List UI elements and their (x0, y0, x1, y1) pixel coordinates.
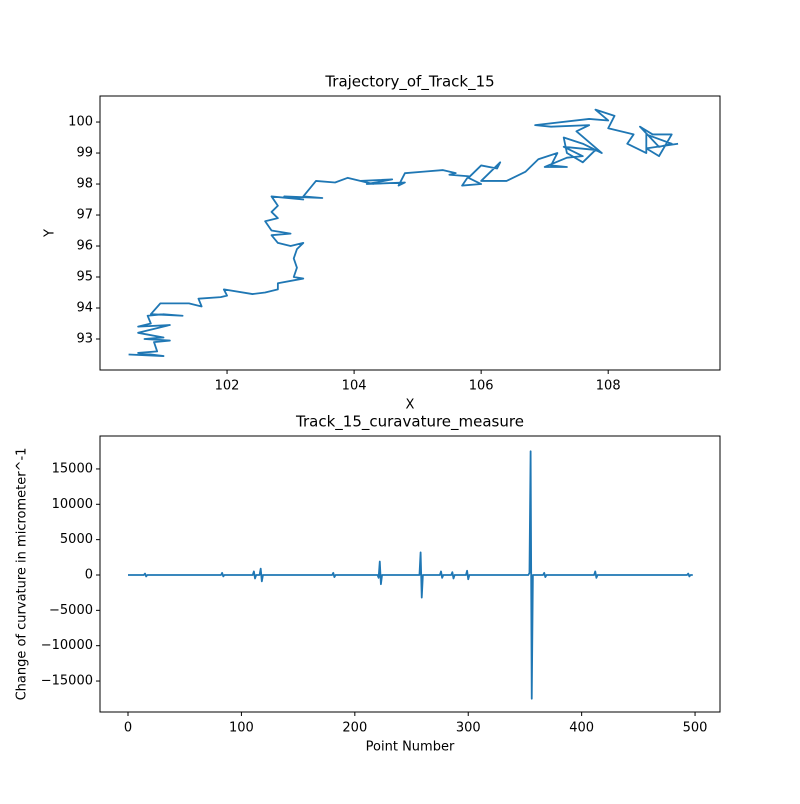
y-tick-label: 5000 (60, 532, 93, 547)
x-tick-label: 104 (342, 379, 367, 394)
y-tick-label: 15000 (52, 461, 93, 476)
x-tick-label: 300 (456, 721, 481, 736)
y-tick-label: 0 (85, 567, 93, 582)
axes-frame (99, 435, 721, 713)
x-axis-label: Point Number (366, 740, 455, 755)
x-tick-label: 106 (469, 379, 494, 394)
x-tick-label: 100 (229, 721, 254, 736)
x-tick-label: 108 (596, 379, 621, 394)
y-tick-label: 99 (76, 146, 93, 161)
y-axis-label: Change of curvature in micrometer^-1 (15, 448, 30, 701)
x-tick-label: 400 (569, 721, 594, 736)
y-tick-label: 95 (76, 270, 93, 285)
y-tick-label: 100 (68, 115, 93, 130)
x-tick-label: 500 (683, 721, 708, 736)
data-line (128, 108, 679, 357)
chart-title: Track_15_curavature_measure (295, 413, 524, 432)
x-axis-label: X (406, 398, 415, 413)
x-tick-label: 102 (215, 379, 240, 394)
y-tick-label: −5000 (49, 603, 93, 618)
y-tick-label: 10000 (52, 497, 93, 512)
y-axis-label: Y (43, 229, 58, 238)
x-tick-label: 200 (342, 721, 367, 736)
y-tick-label: 97 (76, 208, 93, 223)
y-tick-label: 96 (76, 239, 93, 254)
x-tick-label: 0 (124, 721, 132, 736)
axes-frame (99, 95, 721, 371)
y-tick-label: 93 (76, 332, 93, 347)
y-tick-label: −15000 (41, 674, 93, 689)
y-tick-label: −10000 (41, 638, 93, 653)
data-line (128, 450, 693, 700)
y-tick-label: 94 (76, 301, 93, 316)
y-tick-label: 98 (76, 177, 93, 192)
chart-title: Trajectory_of_Track_15 (324, 73, 494, 92)
